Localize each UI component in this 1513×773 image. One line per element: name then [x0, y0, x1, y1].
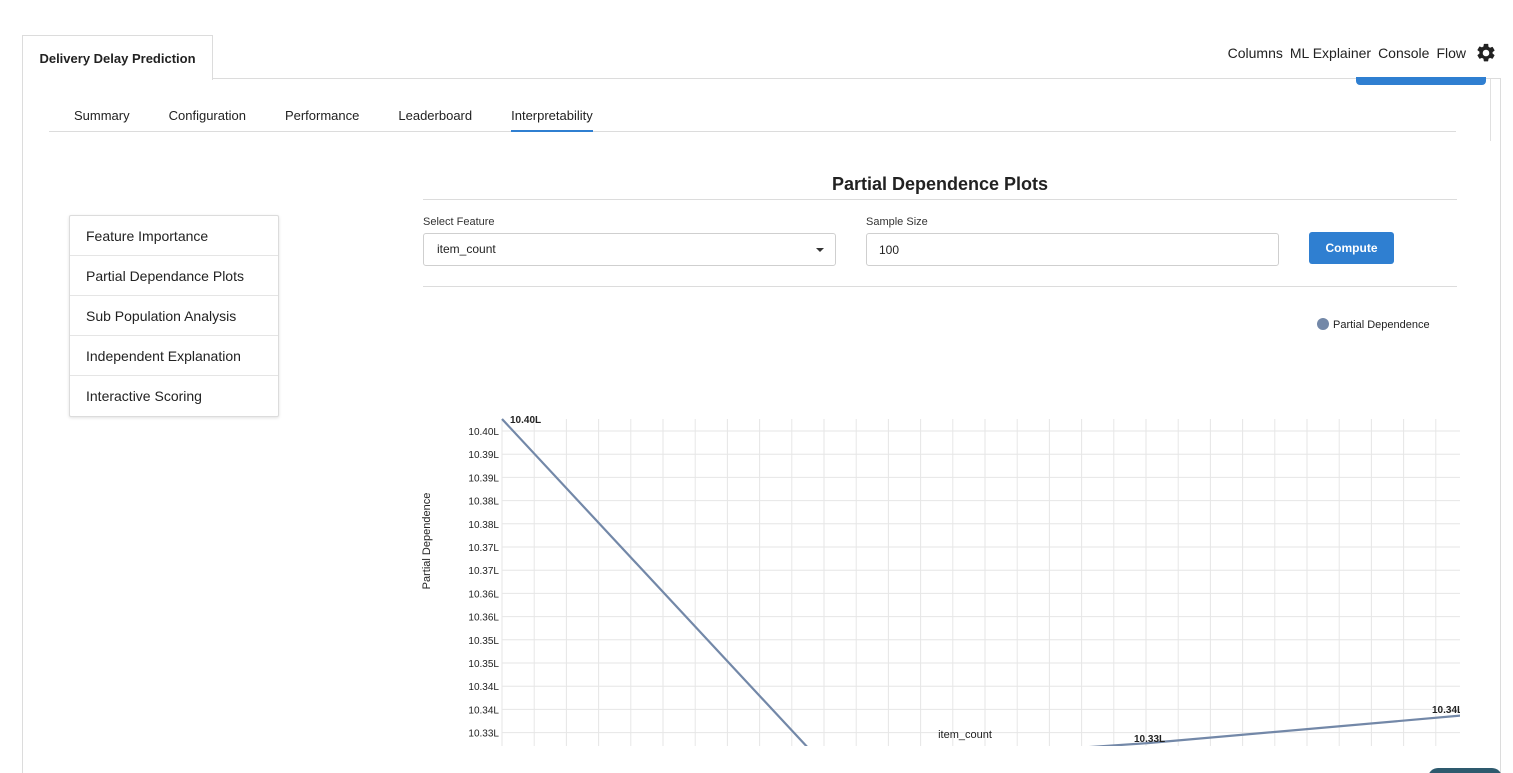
- flow-link[interactable]: Flow: [1436, 45, 1466, 61]
- tab-interpretability[interactable]: Interpretability: [511, 108, 593, 132]
- sample-size-label: Sample Size: [866, 216, 928, 228]
- y-tick-label: 10.36L: [468, 613, 499, 624]
- partial-dependence-chart: 10.40L 10.39L 10.39L 10.38L 10.38L 10.37L 10.3…: [421, 318, 1460, 746]
- menu-item-independent-explanation[interactable]: Independent Explanation: [70, 336, 278, 376]
- divider: [423, 286, 1457, 287]
- tab-leaderboard[interactable]: Leaderboard: [398, 108, 473, 123]
- compute-button[interactable]: Compute: [1309, 232, 1394, 264]
- y-tick-label: 10.37L: [468, 566, 499, 577]
- y-tick-label: 10.36L: [468, 589, 499, 600]
- interpretability-menu: Feature Importance Partial Dependance Pl…: [69, 215, 279, 417]
- tab-configuration[interactable]: Configuration: [168, 108, 246, 123]
- data-label: 10.40L: [510, 415, 541, 426]
- tab-performance[interactable]: Performance: [284, 108, 360, 123]
- sample-size-input[interactable]: [866, 233, 1279, 266]
- feature-label: Select Feature: [423, 216, 495, 228]
- action-button-edge[interactable]: [1356, 77, 1486, 85]
- y-tick-label: 10.39L: [468, 450, 499, 461]
- data-label: 10.34L: [1432, 705, 1460, 716]
- ml-explainer-link[interactable]: ML Explainer: [1289, 45, 1372, 61]
- tab-summary[interactable]: Summary: [74, 108, 130, 123]
- y-tick-label: 10.37L: [468, 543, 499, 554]
- legend-label: Partial Dependence: [1333, 319, 1430, 331]
- sub-tabs: Summary Configuration Performance Leader…: [49, 108, 1456, 132]
- y-axis-title: Partial Dependence: [421, 493, 433, 590]
- section-title: Partial Dependence Plots: [831, 174, 1049, 194]
- help-widget[interactable]: [1428, 768, 1502, 773]
- x-axis-title: item_count: [938, 729, 992, 741]
- scrollbar-track: [1490, 79, 1491, 141]
- y-tick-label: 10.34L: [468, 682, 499, 693]
- main-panel: Summary Configuration Performance Leader…: [22, 77, 1501, 773]
- legend-marker: [1317, 318, 1329, 330]
- menu-item-feature-importance[interactable]: Feature Importance: [70, 216, 278, 256]
- menu-item-partial-dependance-plots[interactable]: Partial Dependance Plots: [70, 256, 278, 296]
- y-tick-label: 10.33L: [468, 729, 499, 740]
- feature-select-value: item_count: [437, 242, 496, 256]
- caret-down-icon: [816, 248, 824, 252]
- data-label: 10.33L: [1134, 734, 1165, 745]
- y-tick-label: 10.39L: [468, 473, 499, 484]
- feature-select[interactable]: item_count: [423, 233, 836, 266]
- menu-item-interactive-scoring[interactable]: Interactive Scoring: [86, 388, 202, 404]
- project-tab[interactable]: Delivery Delay Prediction: [22, 35, 213, 80]
- y-tick-label: 10.35L: [468, 659, 499, 670]
- y-tick-label: 10.38L: [468, 520, 499, 531]
- columns-link[interactable]: Columns: [1227, 45, 1283, 61]
- top-bar: Delivery Delay Prediction Columns ML Exp…: [0, 0, 1513, 80]
- series-line-partial-dependence: [501, 418, 1460, 746]
- menu-item-sub-population-analysis[interactable]: Sub Population Analysis: [70, 296, 278, 336]
- divider: [423, 199, 1457, 200]
- top-nav: Columns ML Explainer Console Flow: [1228, 42, 1497, 64]
- y-tick-label: 10.40L: [468, 427, 499, 438]
- y-tick-label: 10.35L: [468, 636, 499, 647]
- y-tick-label: 10.38L: [468, 497, 499, 508]
- y-tick-label: 10.34L: [468, 705, 499, 716]
- gear-icon[interactable]: [1475, 42, 1497, 64]
- console-link[interactable]: Console: [1378, 45, 1430, 61]
- chart-legend: Partial Dependence: [1317, 318, 1430, 331]
